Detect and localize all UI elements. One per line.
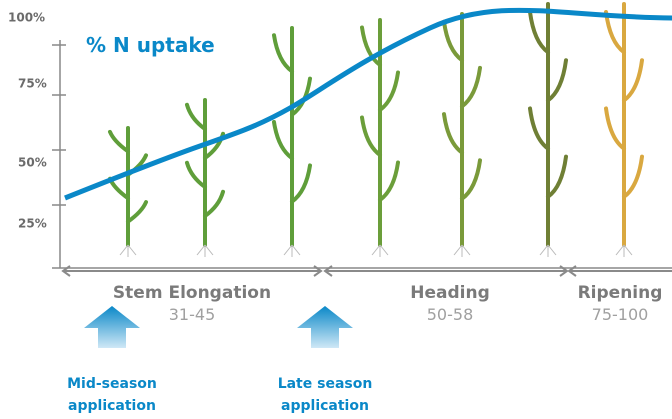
y-label: 50% (18, 156, 47, 170)
plant (528, 2, 568, 247)
stage-name: Stem Elongation (113, 283, 271, 303)
plant (272, 26, 312, 247)
curve-label: % N uptake (86, 33, 215, 57)
application-arrow (84, 306, 140, 348)
plant (360, 18, 400, 247)
application-label: application (68, 398, 156, 414)
roots (196, 244, 214, 257)
roots (283, 244, 301, 257)
plant (108, 126, 148, 247)
stage-arrows (61, 265, 672, 277)
ticks (52, 44, 66, 206)
plant (185, 98, 225, 247)
stage-range: 50-58 (427, 305, 474, 324)
application-arrow (297, 306, 353, 348)
application-label: Mid-season (67, 376, 157, 392)
uptake-curve (64, 7, 672, 201)
plant (442, 12, 482, 247)
roots (453, 244, 471, 257)
plants (108, 2, 644, 257)
stage-name: Ripening (578, 283, 663, 303)
stage-range: 75-100 (592, 305, 649, 324)
roots (371, 244, 389, 257)
plant (604, 2, 644, 247)
application-label: Late season (278, 376, 373, 392)
roots (119, 244, 137, 257)
y-label: 25% (18, 217, 47, 231)
roots (615, 244, 633, 257)
application-label: application (281, 398, 369, 414)
stage-range: 31-45 (169, 305, 216, 324)
y-label: 75% (18, 77, 47, 91)
y-label: 100% (8, 11, 45, 25)
roots (539, 244, 557, 257)
stage-name: Heading (410, 283, 490, 303)
